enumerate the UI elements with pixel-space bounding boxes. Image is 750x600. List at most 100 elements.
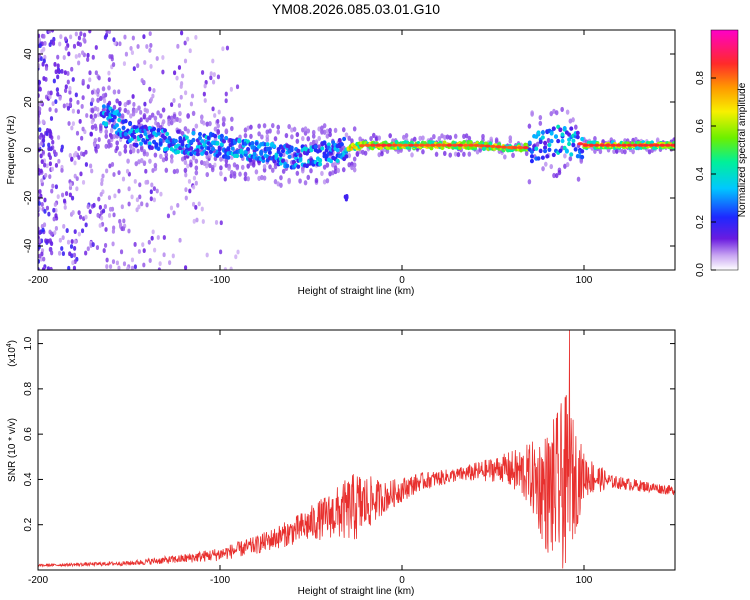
spectrogram-noise-cell — [192, 184, 196, 190]
spectrogram-band-cell — [123, 132, 128, 137]
spectrogram-noise-cell — [143, 60, 147, 65]
spectrogram-core-cell — [631, 143, 638, 147]
spectrogram-halo-cell — [208, 121, 212, 127]
spectrogram-noise-cell — [74, 92, 78, 98]
spectrogram-noise-cell — [74, 31, 78, 37]
spectrogram-noise-cell — [122, 261, 127, 267]
spectrogram-halo-cell — [183, 167, 188, 173]
spectrogram-noise-cell — [51, 101, 55, 106]
spectrogram-band-cell — [176, 129, 181, 134]
spectrogram-halo-cell — [301, 135, 305, 142]
spectrogram-noise-cell — [130, 194, 134, 200]
spectrogram-noise-cell — [52, 207, 56, 213]
spectrogram-halo-cell — [251, 162, 256, 168]
spectrogram-noise-cell — [229, 266, 233, 270]
spectrogram-noise-cell — [69, 97, 73, 103]
spectrogram-band-cell — [339, 142, 344, 147]
spectrogram-noise-cell — [71, 108, 75, 114]
spectrogram-halo-cell — [200, 118, 204, 125]
spectrogram-noise-cell — [157, 267, 161, 270]
spectrogram-band-cell — [527, 140, 532, 145]
spectrogram-noise-cell — [156, 235, 160, 240]
spectrogram-band-cell — [219, 133, 224, 139]
spectrogram-noise-cell — [55, 87, 60, 93]
spectrogram-halo-cell — [112, 133, 117, 140]
spectrogram-halo-cell — [418, 135, 423, 141]
spectrogram-noise-cell — [184, 195, 188, 201]
spectrogram-noise-cell — [61, 251, 65, 257]
spectrogram-noise-cell — [38, 127, 42, 133]
spectrogram-noise-cell — [56, 54, 60, 60]
spectrogram-halo-cell — [560, 106, 564, 113]
spectrogram-halo-cell — [576, 176, 581, 182]
spectrogram-halo-cell — [208, 162, 212, 169]
spectrogram-noise-cell — [38, 238, 42, 244]
spectrogram-halo-cell — [276, 181, 281, 187]
spectrogram-noise-cell — [108, 206, 113, 212]
spectrogram-noise-cell — [92, 202, 96, 208]
page-title: YM08.2026.085.03.01.G10 — [272, 1, 440, 17]
spectrogram-noise-cell — [71, 210, 75, 215]
spectrogram-band-cell — [529, 158, 534, 164]
spectrogram-halo-cell — [142, 160, 147, 166]
spectrogram-noise-cell — [78, 214, 83, 220]
spectrogram-noise-cell — [183, 40, 187, 46]
spectrogram-noise-cell — [113, 193, 117, 199]
spectrogram-noise-cell — [88, 70, 92, 76]
spectrogram-halo-cell — [467, 151, 472, 157]
spectrogram-halo-cell — [238, 143, 242, 150]
spectrogram-noise-cell — [194, 35, 198, 40]
spectrogram-noise-cell — [54, 184, 58, 190]
spectrogram-noise-cell — [111, 259, 116, 265]
spectrogram-noise-cell — [142, 262, 146, 268]
spectrogram-halo-cell — [90, 124, 95, 130]
spectrogram-noise-cell — [71, 121, 75, 127]
spectrogram-core-cell — [446, 143, 453, 147]
spectrogram-noise-cell — [58, 237, 62, 243]
spectrogram-noise-cell — [97, 196, 101, 202]
spectrogram-noise-cell — [90, 119, 94, 125]
snr-frame — [37, 329, 676, 571]
spectrogram-halo-cell — [189, 162, 193, 168]
spectrogram-noise-cell — [57, 158, 61, 164]
spectrogram-halo-cell — [205, 160, 210, 166]
spectrogram-noise-cell — [91, 242, 95, 247]
spectrogram-band-cell — [313, 144, 318, 149]
spectrogram-noise-cell — [149, 64, 153, 69]
spectrogram-halo-cell — [254, 169, 259, 175]
spectrogram-noise-cell — [43, 41, 47, 46]
spectrogram-noise-cell — [225, 45, 230, 51]
spectrogram-halo-cell — [164, 156, 169, 162]
spectrogram-halo-cell — [377, 135, 382, 141]
spectrogram-noise-cell — [42, 76, 46, 81]
spectrogram-noise-cell — [145, 202, 149, 208]
spectrogram-halo-cell — [292, 126, 297, 132]
spectrogram-band-cell — [139, 141, 144, 146]
spectrogram-halo-cell — [527, 123, 532, 129]
spectrogram-noise-cell — [66, 239, 71, 245]
spectrogram-core-cell — [659, 143, 666, 147]
spectrogram-noise-cell — [41, 61, 45, 67]
spectrogram-band-cell — [110, 117, 115, 123]
spectrogram-noise-cell — [48, 94, 52, 100]
spectrogram-halo-cell — [273, 136, 278, 142]
spectrogram-noise-cell — [73, 246, 77, 251]
spectrogram-halo-cell — [142, 151, 147, 157]
spectrogram-halo-cell — [317, 126, 321, 132]
spectrogram-noise-cell — [192, 218, 196, 224]
spectrogram-halo-cell — [118, 100, 122, 106]
spectrogram-halo-cell — [194, 123, 199, 129]
spectrogram-noise-cell — [38, 189, 42, 194]
spectrogram-noise-cell — [111, 241, 115, 247]
spectrogram-halo-cell — [377, 152, 382, 158]
spectrogram-noise-cell — [63, 36, 68, 42]
spectrogram-halo-cell — [290, 127, 294, 133]
spectrogram-noise-cell — [135, 197, 140, 203]
spectrogram-noise-cell — [184, 172, 188, 178]
spectrogram-noise-cell — [72, 265, 77, 270]
spectrogram-noise-cell — [60, 192, 65, 198]
spectrogram-halo-cell — [432, 134, 436, 140]
spectrogram-halo-cell — [159, 113, 163, 119]
spectrogram-core-cell — [435, 143, 442, 147]
spectrogram-noise-cell — [97, 75, 101, 81]
